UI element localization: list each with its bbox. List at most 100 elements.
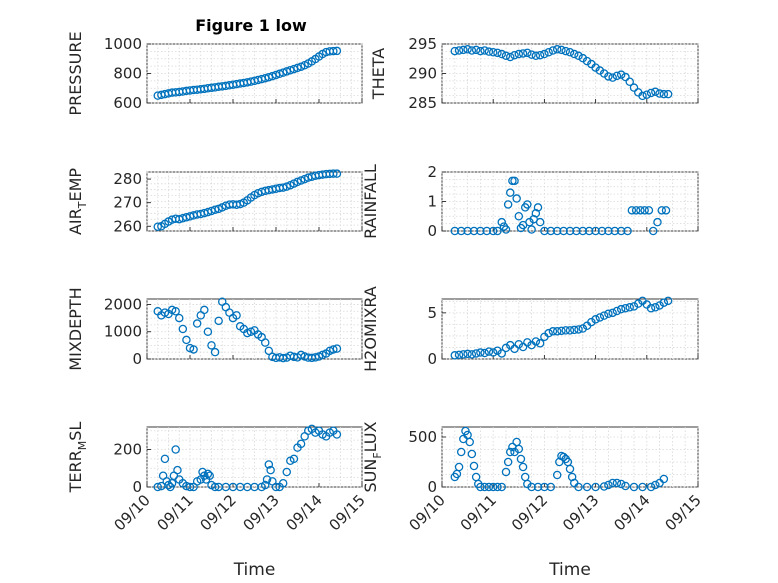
y-axis-label: THETA [369, 48, 388, 100]
data-point [646, 303, 656, 313]
data-point [467, 46, 477, 55]
data-point [503, 457, 513, 467]
data-point [205, 471, 214, 480]
y-axis-label-subscript: T [76, 201, 89, 209]
data-point [192, 319, 202, 328]
data-point [210, 205, 220, 215]
data-point [629, 482, 639, 492]
data-point [203, 327, 213, 336]
data-point [604, 480, 613, 490]
data-point [153, 482, 162, 492]
data-point [514, 211, 524, 221]
data-point [454, 462, 464, 472]
y-tick-label: 285 [408, 94, 437, 112]
y-axis-label-tail: SL [66, 422, 85, 441]
data-point [578, 226, 588, 236]
data-point [501, 225, 511, 234]
data-point [503, 200, 513, 209]
y-axis-label: TERRMSL [66, 422, 89, 494]
axes-box [441, 298, 699, 360]
data-point [506, 188, 515, 197]
data-point [644, 206, 654, 215]
x-tick-label: 09/14 [610, 491, 653, 534]
data-point [282, 67, 291, 76]
data-point [282, 467, 291, 477]
data-point [646, 482, 656, 492]
data-point [648, 226, 658, 236]
y-axis-label-main: AIR [66, 208, 85, 235]
subplot-terr: 0 200 09/10 09/11 09/12 09/13 09/14 09/15 Time TE… [66, 422, 369, 580]
data-point [262, 475, 272, 484]
data-point [514, 339, 524, 349]
data-point [535, 339, 545, 348]
data-point [510, 176, 519, 186]
y-axis-label-main: SUN [361, 459, 380, 493]
data-point [332, 430, 342, 439]
data-point [604, 226, 613, 236]
data-point [480, 46, 489, 55]
data-point [629, 302, 639, 311]
data-point [559, 226, 568, 236]
data-point [612, 71, 622, 81]
data-point [293, 63, 302, 73]
y-tick-label: 2 [427, 163, 437, 181]
y-tick-label: 0 [132, 478, 142, 496]
data-point [329, 169, 338, 178]
y-tick-label: 0 [132, 350, 142, 368]
marker-series [153, 169, 342, 232]
y-axis-label-tail: LUX [361, 421, 380, 452]
data-point [659, 474, 669, 484]
data-point [574, 51, 583, 61]
data-point [578, 324, 588, 333]
y-axis-label-main: MIXDEPTH [66, 287, 85, 370]
data-point [456, 447, 466, 457]
data-point [535, 217, 545, 227]
y-tick-label: 1000 [104, 323, 142, 341]
y-tick-label: 270 [113, 194, 142, 212]
data-point [646, 88, 656, 98]
data-point [565, 464, 575, 474]
data-point [627, 206, 637, 215]
data-point [552, 327, 562, 336]
data-point [608, 308, 617, 318]
data-point [621, 481, 630, 491]
y-tick-label: 290 [408, 65, 437, 83]
x-tick-label: 09/10 [406, 491, 449, 534]
x-axis-label: Time [548, 560, 591, 580]
y-tick-label: 0 [427, 478, 437, 496]
data-point [523, 48, 532, 58]
y-axis-label-main: THETA [369, 48, 388, 100]
data-point [450, 46, 460, 56]
data-point [488, 226, 498, 236]
data-point [463, 45, 472, 54]
x-tick-label: 09/14 [283, 491, 326, 534]
data-point [278, 353, 288, 363]
data-point [461, 426, 470, 436]
figure-title: Figure 1 low [195, 16, 307, 35]
data-point [546, 226, 556, 236]
data-point [565, 48, 575, 57]
data-point [493, 226, 502, 236]
data-point [559, 452, 568, 462]
data-point [501, 467, 511, 477]
subplot-rainfall: 0 1 2 RAINFALL [361, 163, 699, 240]
data-point [275, 69, 284, 79]
y-tick-label: 800 [113, 65, 142, 83]
data-point [260, 480, 270, 490]
data-point [552, 45, 562, 54]
data-point [548, 327, 558, 336]
x-tick-label: 09/11 [154, 491, 197, 534]
subplot-air: 260 270 280 AIRTEMP [66, 168, 363, 235]
y-tick-label: 0 [427, 222, 437, 240]
data-point [514, 444, 524, 454]
y-tick-label: 2000 [104, 295, 142, 313]
x-tick-label: 09/13 [559, 491, 602, 534]
y-tick-label: 5 [427, 304, 437, 322]
data-point [552, 470, 562, 480]
data-point [544, 328, 553, 338]
data-point [651, 87, 660, 97]
data-point [260, 338, 270, 347]
data-point [171, 445, 180, 454]
data-point [332, 46, 342, 56]
